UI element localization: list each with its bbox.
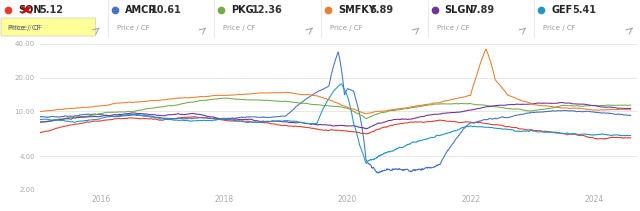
Text: SMFKY: SMFKY [338,5,376,15]
Text: 12.36: 12.36 [252,5,283,15]
Text: SLGN: SLGN [445,5,474,15]
Text: 10.61: 10.61 [150,5,181,15]
Text: Price / CF: Price / CF [116,25,149,31]
Text: 5.41: 5.41 [572,5,596,15]
Text: Price / CF: Price / CF [10,25,43,31]
Text: PKG: PKG [231,5,254,15]
FancyBboxPatch shape [1,18,95,36]
Text: Price / CF: Price / CF [543,25,576,31]
Text: SON: SON [18,5,42,15]
Text: 5.12: 5.12 [39,5,63,15]
Text: GEF: GEF [551,5,573,15]
Text: 7.89: 7.89 [470,5,495,15]
Text: Price / CF: Price / CF [223,25,256,31]
Text: 6.89: 6.89 [369,5,393,15]
Text: Price / CF: Price / CF [8,25,40,31]
Text: AMCR: AMCR [125,5,157,15]
Text: Price / CF: Price / CF [436,25,469,31]
Text: Price / CF: Price / CF [330,25,363,31]
